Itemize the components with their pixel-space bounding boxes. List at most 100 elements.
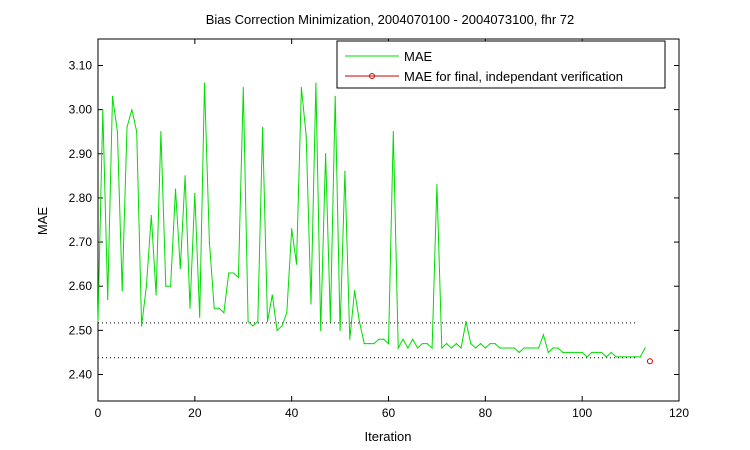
x-tick-label: 80 bbox=[479, 406, 493, 420]
data-point bbox=[562, 351, 564, 354]
data-point bbox=[504, 347, 506, 349]
data-point bbox=[324, 153, 327, 155]
data-point bbox=[140, 325, 143, 327]
data-point bbox=[499, 347, 501, 349]
y-tick-label: 2.50 bbox=[69, 323, 93, 337]
data-point bbox=[203, 82, 206, 84]
data-point bbox=[160, 131, 162, 133]
data-point bbox=[189, 307, 191, 309]
plot-area: 0 20 40 60 80 100 120 2.40 2.50 2.60 2.70 2.80 2.90 3… bbox=[69, 38, 689, 420]
data-point bbox=[368, 343, 370, 345]
data-point bbox=[194, 192, 196, 195]
legend-label: MAE bbox=[404, 49, 433, 64]
data-point bbox=[634, 356, 637, 358]
data-point bbox=[247, 320, 249, 323]
data-point bbox=[586, 356, 588, 358]
data-point bbox=[426, 343, 428, 345]
data-point bbox=[596, 351, 598, 354]
data-point bbox=[629, 356, 632, 358]
y-tick-label: 3.00 bbox=[69, 103, 93, 117]
data-point bbox=[528, 347, 530, 349]
data-point bbox=[373, 343, 375, 345]
data-point bbox=[315, 82, 317, 84]
data-point bbox=[179, 267, 181, 270]
data-point bbox=[344, 170, 346, 173]
data-point bbox=[620, 356, 622, 358]
data-point bbox=[571, 351, 574, 354]
data-point bbox=[174, 188, 177, 190]
data-point bbox=[436, 184, 438, 186]
data-point bbox=[378, 338, 380, 340]
final-verification-point bbox=[646, 358, 653, 365]
data-point bbox=[126, 126, 128, 128]
data-point bbox=[610, 351, 612, 354]
data-point bbox=[339, 329, 341, 331]
data-point bbox=[513, 347, 515, 349]
data-point bbox=[644, 347, 646, 349]
data-point bbox=[407, 347, 409, 349]
x-tick-label: 0 bbox=[95, 406, 102, 420]
data-point bbox=[581, 351, 583, 354]
data-point bbox=[155, 294, 157, 296]
series-line-mae bbox=[97, 83, 646, 358]
x-axis-label: Iteration bbox=[365, 429, 412, 444]
data-point bbox=[494, 343, 496, 345]
data-point bbox=[392, 131, 394, 133]
data-point bbox=[145, 285, 148, 287]
data-point bbox=[262, 126, 264, 128]
data-point bbox=[475, 347, 477, 349]
data-point bbox=[387, 343, 390, 345]
data-point bbox=[131, 109, 133, 111]
data-point bbox=[542, 334, 545, 336]
data-point bbox=[508, 347, 511, 349]
data-point bbox=[111, 95, 114, 97]
data-point bbox=[576, 351, 578, 354]
data-point bbox=[412, 338, 414, 340]
data-point bbox=[470, 343, 472, 345]
x-tick-label: 100 bbox=[572, 406, 592, 420]
data-point bbox=[329, 320, 331, 323]
data-point bbox=[107, 298, 109, 301]
data-point bbox=[518, 351, 520, 354]
data-point bbox=[310, 303, 312, 305]
data-point bbox=[591, 351, 593, 354]
plot-frame bbox=[97, 38, 680, 402]
data-point bbox=[291, 228, 293, 230]
data-point bbox=[489, 343, 491, 345]
data-point bbox=[150, 214, 152, 217]
data-point bbox=[199, 316, 201, 318]
data-point bbox=[421, 343, 423, 345]
data-point bbox=[639, 356, 641, 358]
data-point bbox=[402, 338, 404, 340]
data-point bbox=[349, 338, 351, 340]
data-point bbox=[383, 338, 385, 340]
data-point bbox=[416, 347, 419, 349]
data-point bbox=[121, 290, 123, 292]
data-point bbox=[281, 325, 283, 327]
data-point bbox=[533, 347, 535, 349]
data-point bbox=[625, 356, 627, 358]
chart-title: Bias Correction Minimization, 2004070100… bbox=[206, 12, 575, 27]
data-point bbox=[276, 329, 278, 331]
data-point bbox=[97, 320, 99, 323]
data-point bbox=[479, 343, 482, 345]
data-point bbox=[208, 241, 210, 243]
data-point bbox=[271, 294, 273, 296]
data-point bbox=[232, 272, 235, 274]
data-point bbox=[441, 347, 443, 349]
data-point bbox=[446, 343, 448, 345]
data-point bbox=[218, 307, 220, 309]
data-point bbox=[537, 347, 540, 349]
data-point bbox=[358, 320, 361, 323]
data-point bbox=[363, 343, 365, 345]
data-point bbox=[136, 131, 138, 133]
x-tick-label: 20 bbox=[188, 406, 202, 420]
data-point bbox=[320, 329, 322, 331]
data-point bbox=[557, 347, 559, 349]
data-point bbox=[266, 320, 269, 323]
data-point bbox=[228, 272, 230, 274]
data-point bbox=[295, 263, 298, 265]
data-point bbox=[465, 320, 467, 323]
data-point bbox=[300, 86, 302, 89]
